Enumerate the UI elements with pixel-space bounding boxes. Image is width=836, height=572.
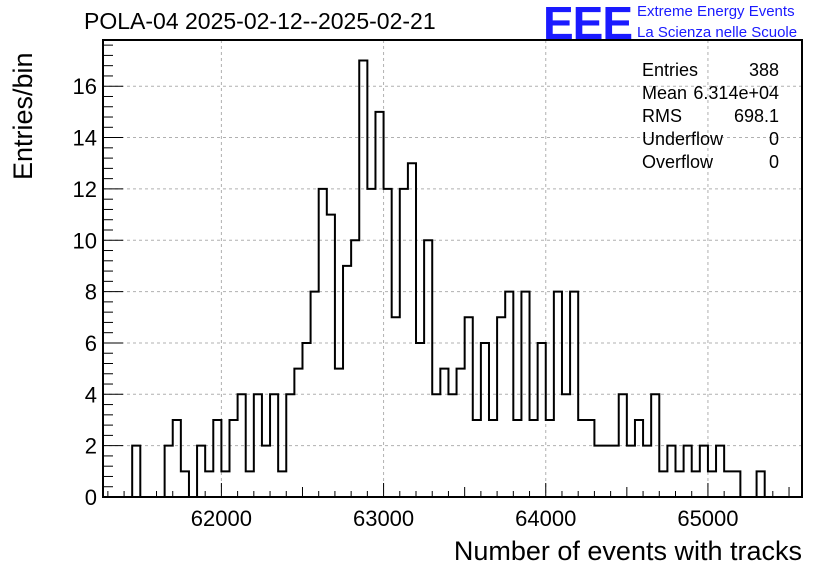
stat-mean-value: 6.314e+04 <box>693 83 779 103</box>
x-tick-label: 62000 <box>191 506 252 531</box>
y-tick-label: 12 <box>73 177 97 202</box>
logo-line-2: La Scienza nelle Scuole <box>637 24 798 41</box>
y-tick-label: 8 <box>85 280 97 305</box>
histogram-line <box>131 59 766 498</box>
stat-mean-label: Mean <box>642 83 688 103</box>
eee-logo: EEE <box>543 0 633 49</box>
stat-overflow-value: 0 <box>768 152 779 172</box>
axis-tick-labels: 62000 63000 64000 65000 0 2 4 6 8 10 12 14 16 <box>73 74 739 531</box>
y-tick-label: 2 <box>85 434 97 459</box>
stat-entries-label: Entries <box>642 60 699 80</box>
y-tick-label: 0 <box>85 485 97 510</box>
x-axis-label: Number of events with tracks <box>453 536 802 566</box>
x-tick-label: 63000 <box>353 506 414 531</box>
plot-frame <box>102 39 803 498</box>
grid-lines <box>103 40 802 497</box>
stat-rms-label: RMS <box>642 106 682 126</box>
y-tick-label: 4 <box>85 382 97 407</box>
chart-title: POLA-04 2025-02-12--2025-02-21 <box>84 8 436 34</box>
axis-ticks <box>103 44 790 498</box>
y-tick-label: 14 <box>73 126 97 151</box>
y-tick-label: 6 <box>85 331 97 356</box>
stat-rms-value: 698.1 <box>733 106 779 126</box>
logo-line-1: Extreme Energy Events <box>637 3 795 20</box>
stat-underflow-label: Underflow <box>642 129 724 149</box>
stat-underflow-value: 0 <box>768 129 779 149</box>
x-tick-label: 65000 <box>677 506 738 531</box>
stat-overflow-label: Overflow <box>642 152 714 172</box>
y-tick-label: 10 <box>73 228 97 253</box>
stat-entries-value: 388 <box>748 60 779 80</box>
y-axis-label: Entries/bin <box>8 52 38 180</box>
x-tick-label: 64000 <box>515 506 576 531</box>
y-tick-label: 16 <box>73 74 97 99</box>
